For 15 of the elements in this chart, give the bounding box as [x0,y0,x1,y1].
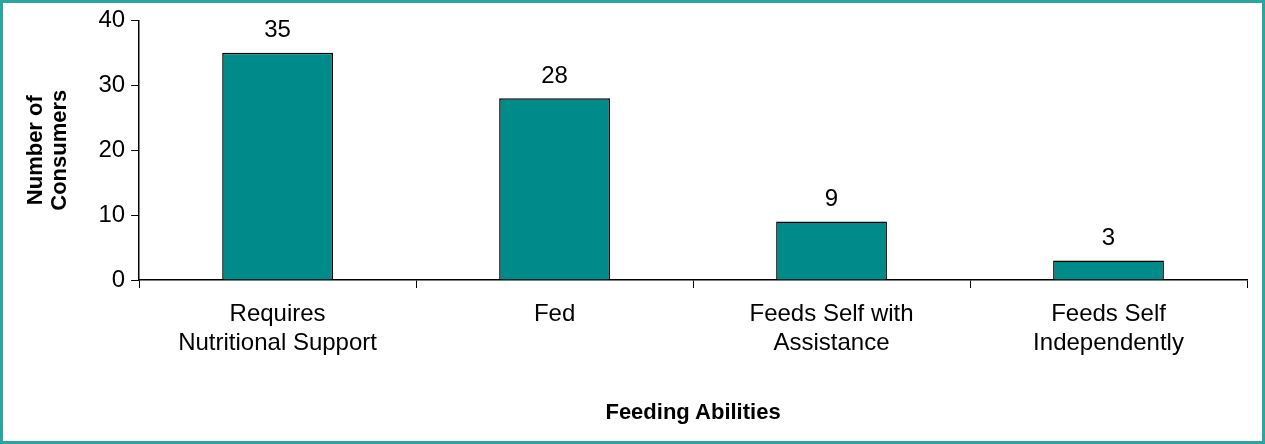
data-label: 3 [1101,223,1116,251]
y-tick-label: 20 [98,134,126,162]
data-label: 28 [541,60,568,88]
x-tick-label: Requires Nutritional Support [178,299,378,355]
x-tick-label: Fed [533,299,576,327]
x-tick-label: Feeds Self with Assistance [749,299,914,355]
data-label: 9 [824,184,839,212]
y-tick-label: 40 [98,5,126,33]
x-axis-title: Feeding Abilities [605,398,781,424]
data-label: 35 [264,15,291,43]
x-tick-label: Feeds Self Independently [1033,299,1184,355]
y-tick-label: 30 [98,69,126,97]
y-tick-label: 10 [98,199,126,227]
y-tick-label: 0 [111,264,126,292]
y-axis-title: Number of Consumers [22,89,72,211]
